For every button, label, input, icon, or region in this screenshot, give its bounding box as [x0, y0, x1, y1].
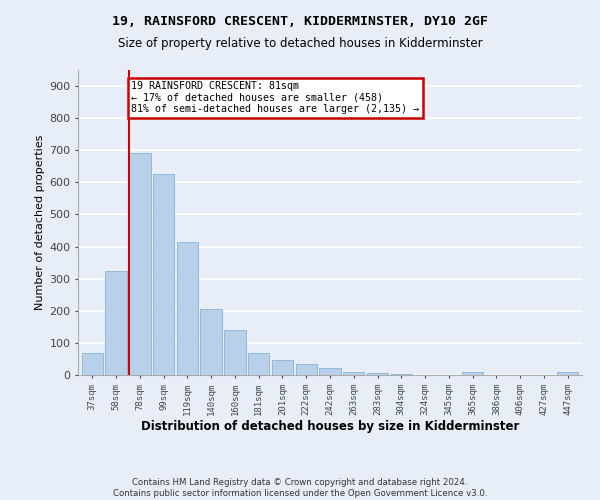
Bar — [106, 270, 127, 375]
Bar — [557, 372, 578, 375]
Bar — [129, 154, 151, 375]
Bar — [367, 374, 388, 375]
Y-axis label: Number of detached properties: Number of detached properties — [35, 135, 45, 310]
Bar — [391, 374, 412, 375]
Text: Contains HM Land Registry data © Crown copyright and database right 2024.
Contai: Contains HM Land Registry data © Crown c… — [113, 478, 487, 498]
Bar — [153, 174, 174, 375]
Bar — [319, 368, 341, 375]
Bar — [176, 242, 198, 375]
X-axis label: Distribution of detached houses by size in Kidderminster: Distribution of detached houses by size … — [141, 420, 519, 434]
Bar — [248, 353, 269, 375]
Text: Size of property relative to detached houses in Kidderminster: Size of property relative to detached ho… — [118, 38, 482, 51]
Bar — [272, 360, 293, 375]
Bar — [200, 308, 222, 375]
Bar — [462, 372, 484, 375]
Bar — [82, 352, 103, 375]
Bar — [296, 364, 317, 375]
Bar — [224, 330, 245, 375]
Bar — [343, 372, 364, 375]
Text: 19, RAINSFORD CRESCENT, KIDDERMINSTER, DY10 2GF: 19, RAINSFORD CRESCENT, KIDDERMINSTER, D… — [112, 15, 488, 28]
Text: 19 RAINSFORD CRESCENT: 81sqm
← 17% of detached houses are smaller (458)
81% of s: 19 RAINSFORD CRESCENT: 81sqm ← 17% of de… — [131, 81, 419, 114]
